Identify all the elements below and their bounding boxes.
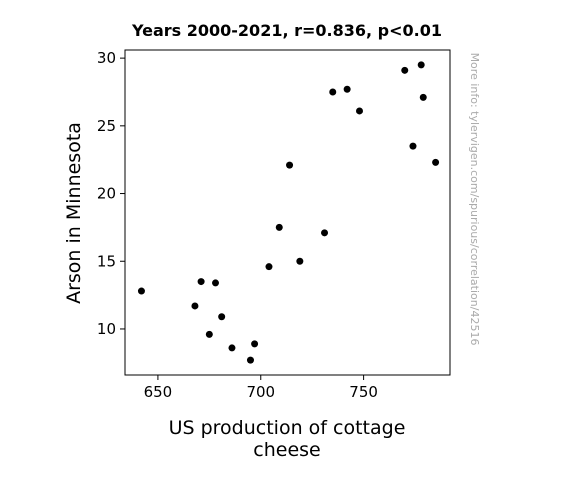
data-point-15 [343,85,351,93]
chart-title: Years 2000-2021, r=0.836, p<0.01 [131,21,442,40]
data-point-4 [212,279,220,287]
data-point-5 [218,313,226,321]
data-point-7 [246,356,254,364]
data-point-18 [409,142,417,150]
x-tick-label-650: 650 [144,383,173,401]
data-point-11 [286,161,294,169]
plot-frame [124,49,451,376]
data-point-1 [191,302,199,310]
data-point-6 [228,344,236,352]
data-point-20 [419,93,427,101]
x-tick-label-700: 700 [246,383,275,401]
y-tick-label-25: 25 [97,117,116,135]
data-point-16 [355,107,363,115]
data-point-0 [137,287,145,295]
data-point-8 [251,340,259,348]
plot-area: 650 700 750 10 15 20 25 30 [97,49,451,401]
x-tick-label-750: 750 [349,383,378,401]
data-point-2 [197,278,205,286]
y-tick-label-10: 10 [97,320,116,338]
x-axis-label-line-2: cheese [253,439,320,461]
x-axis-label: US production of cottage [169,417,406,439]
y-axis-label: Arson in Minnesota [63,122,85,304]
data-point-17 [401,66,409,74]
data-point-3 [205,330,213,338]
watermark: More info: tylervigen.com/spurious/corre… [468,53,481,346]
data-point-14 [329,88,337,96]
data-point-10 [275,223,283,231]
data-point-19 [417,61,425,69]
data-point-9 [265,263,273,271]
y-tick-label-30: 30 [97,49,116,67]
data-point-21 [432,158,440,166]
y-tick-label-20: 20 [97,185,116,203]
data-point-13 [321,229,329,237]
y-tick-label-15: 15 [97,252,116,270]
data-point-12 [296,257,304,265]
